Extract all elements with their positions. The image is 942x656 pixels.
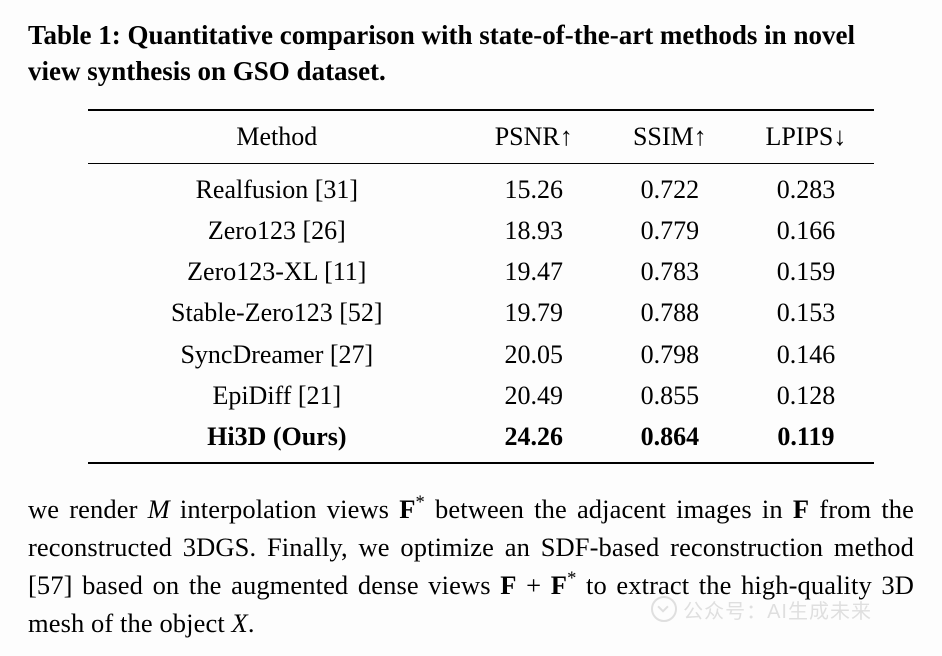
cell-psnr: 19.47: [466, 251, 602, 292]
table-row: Stable-Zero123 [52]19.790.7880.153: [88, 292, 874, 333]
col-header-psnr-label: PSNR: [495, 122, 560, 151]
cell-lpips: 0.166: [738, 210, 874, 251]
cell-lpips: 0.283: [738, 163, 874, 210]
cell-psnr: 20.49: [466, 375, 602, 416]
cell-method: Realfusion [31]: [88, 163, 466, 210]
table-header-row: Method PSNR↑ SSIM↑ LPIPS↓: [88, 110, 874, 163]
cell-method: Zero123-XL [11]: [88, 251, 466, 292]
cell-method: SyncDreamer [27]: [88, 334, 466, 375]
arrow-up-icon: ↑: [694, 122, 707, 151]
text-run: between the adjacent images in: [425, 494, 793, 524]
text-run: we render: [28, 494, 148, 524]
text-run: interpolation views: [170, 494, 399, 524]
cell-method: Hi3D (Ours): [88, 416, 466, 463]
comparison-table: Method PSNR↑ SSIM↑ LPIPS↓ Realfusion [31…: [88, 109, 874, 464]
col-header-lpips-label: LPIPS: [765, 122, 833, 151]
cell-method: EpiDiff [21]: [88, 375, 466, 416]
text-run: +: [517, 570, 551, 600]
cell-ssim: 0.722: [602, 163, 738, 210]
text-run: X: [232, 608, 248, 638]
text-run: F: [500, 570, 516, 600]
cell-psnr: 24.26: [466, 416, 602, 463]
col-header-psnr: PSNR↑: [466, 110, 602, 163]
cell-psnr: 15.26: [466, 163, 602, 210]
col-header-ssim: SSIM↑: [602, 110, 738, 163]
text-run: F: [793, 494, 809, 524]
table-row: Realfusion [31]15.260.7220.283: [88, 163, 874, 210]
cell-ssim: 0.864: [602, 416, 738, 463]
cell-ssim: 0.798: [602, 334, 738, 375]
text-run: F: [551, 570, 567, 600]
col-header-method-label: Method: [236, 122, 317, 151]
cell-psnr: 19.79: [466, 292, 602, 333]
cell-ssim: 0.855: [602, 375, 738, 416]
table-row: Zero123-XL [11]19.470.7830.159: [88, 251, 874, 292]
arrow-down-icon: ↓: [833, 122, 846, 151]
comparison-table-wrap: Method PSNR↑ SSIM↑ LPIPS↓ Realfusion [31…: [88, 109, 874, 464]
cell-psnr: 18.93: [466, 210, 602, 251]
cell-psnr: 20.05: [466, 334, 602, 375]
arrow-up-icon: ↑: [560, 122, 573, 151]
cell-lpips: 0.153: [738, 292, 874, 333]
cell-lpips: 0.128: [738, 375, 874, 416]
table-row: SyncDreamer [27]20.050.7980.146: [88, 334, 874, 375]
cell-ssim: 0.788: [602, 292, 738, 333]
text-run: F: [399, 494, 415, 524]
col-header-method: Method: [88, 110, 466, 163]
cell-lpips: 0.159: [738, 251, 874, 292]
cell-method: Stable-Zero123 [52]: [88, 292, 466, 333]
cell-lpips: 0.119: [738, 416, 874, 463]
body-paragraph: we render M interpolation views F* betwe…: [28, 490, 914, 642]
table-row: Hi3D (Ours)24.260.8640.119: [88, 416, 874, 463]
table-body: Realfusion [31]15.260.7220.283Zero123 [2…: [88, 163, 874, 463]
col-header-lpips: LPIPS↓: [738, 110, 874, 163]
table-row: EpiDiff [21]20.490.8550.128: [88, 375, 874, 416]
table-caption: Table 1: Quantitative comparison with st…: [28, 18, 914, 89]
cell-lpips: 0.146: [738, 334, 874, 375]
table-row: Zero123 [26]18.930.7790.166: [88, 210, 874, 251]
col-header-ssim-label: SSIM: [633, 122, 694, 151]
text-run: .: [248, 608, 255, 638]
cell-ssim: 0.779: [602, 210, 738, 251]
cell-method: Zero123 [26]: [88, 210, 466, 251]
cell-ssim: 0.783: [602, 251, 738, 292]
text-run: M: [148, 494, 170, 524]
text-run: *: [416, 492, 425, 513]
